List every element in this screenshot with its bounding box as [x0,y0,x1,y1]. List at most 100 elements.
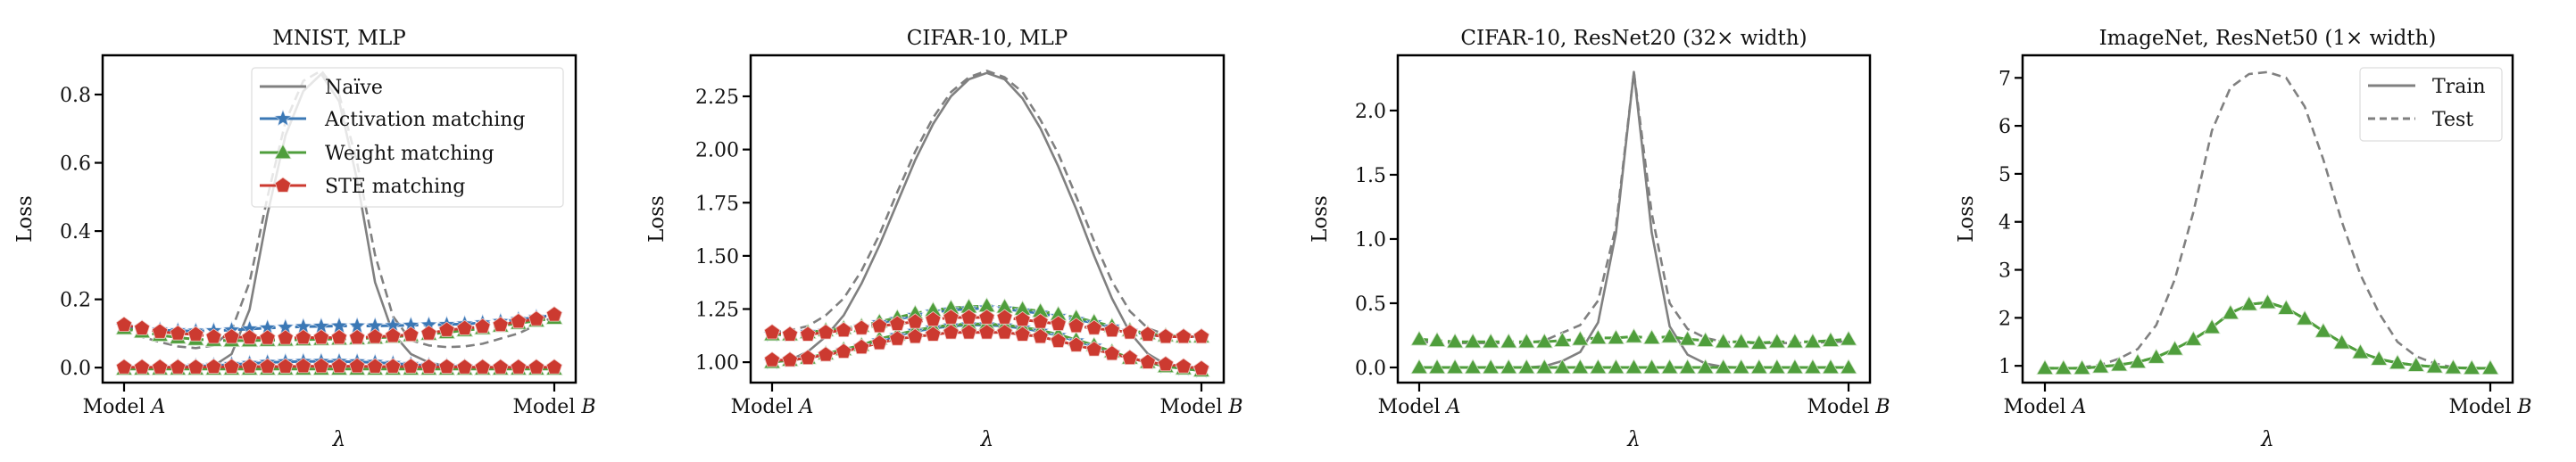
data-point-marker [1175,328,1192,344]
data-point-marker [1822,359,1840,375]
series-line-naive-test [2082,70,2490,370]
data-point-marker [889,315,906,331]
data-point-marker [349,358,366,374]
data-point-marker [170,325,187,341]
legend-label: Weight matching [325,143,494,165]
data-point-marker [420,358,437,375]
data-point-marker [1014,326,1031,342]
data-point-marker [1733,333,1750,349]
data-point-marker [1068,336,1084,352]
x-axis-label: λ [332,428,346,451]
series-markers-ste-train [763,324,1210,375]
data-point-marker [2222,304,2239,320]
data-point-marker [492,359,509,375]
y-tick-label: 1.0 [1355,229,1386,252]
data-point-marker [385,327,402,343]
data-point-marker [1103,321,1120,338]
data-point-marker [1517,359,1535,375]
data-point-marker [960,324,977,340]
chart-title: ImageNet, ResNet50 (1× width) [2099,27,2437,50]
legend-label: Test [2432,109,2473,131]
data-point-marker [2148,348,2165,364]
data-point-marker [2370,350,2388,366]
data-point-marker [187,326,204,342]
legend-item: Train [2368,76,2486,98]
data-point-marker [1482,359,1500,375]
data-point-marker [2351,343,2370,359]
x-tick-label-letter: A [1445,396,1461,418]
data-point-marker [1804,359,1822,375]
data-point-marker [1175,358,1192,374]
data-point-marker [1103,345,1120,361]
data-point-marker [456,359,473,375]
data-point-marker [1068,318,1084,334]
data-point-marker [1696,331,1715,347]
series-line-naive-train [1419,70,1849,369]
series-markers-ste-train [115,358,563,375]
y-axis-label: Loss [1309,195,1332,243]
x-tick-label-letter: A [2071,396,2087,418]
data-point-marker [2073,359,2091,375]
data-point-marker [1192,359,1210,375]
y-tick-label: 1 [1998,356,2011,378]
data-point-marker [1804,333,1822,349]
data-point-marker [1607,359,1625,375]
data-point-marker [1121,349,1138,366]
data-point-marker [259,329,276,345]
x-tick-label-prefix: Model [731,396,800,418]
data-point-marker [2055,359,2073,375]
legend-box [251,67,564,208]
data-point-marker [2277,299,2295,315]
data-point-marker [1768,359,1786,375]
data-point-marker [1589,329,1608,345]
series-markers-weight-train [1410,359,1857,375]
data-point-marker [510,359,527,375]
data-point-marker [545,359,563,375]
legend-label: Naïve [325,77,383,99]
plot-area [115,69,563,375]
data-point-marker [2129,353,2147,369]
data-point-marker [170,359,187,375]
axes-frame [749,54,1226,384]
data-point-marker [960,309,977,325]
x-axis-label: λ [2260,428,2274,451]
data-point-marker [2332,334,2351,350]
y-tick-label: 2 [1998,308,2011,330]
data-point-marker [1750,334,1768,350]
data-point-marker [907,313,924,329]
y-tick-label: 0.2 [60,290,91,312]
data-point-marker [800,349,817,366]
data-point-marker [2203,318,2221,334]
x-tick-label-prefix: Model [512,396,581,418]
data-point-marker [889,330,906,346]
y-tick-label: 0.0 [60,358,91,380]
x-axis-label: λ [980,428,994,451]
data-point-marker [978,309,995,325]
data-point-marker [1535,333,1553,349]
y-tick-label: 6 [1998,116,2011,138]
data-point-marker [925,326,942,342]
data-point-marker [2296,309,2314,326]
data-point-marker [853,338,870,355]
data-point-marker [474,359,491,375]
data-point-marker [1553,331,1572,347]
data-point-marker [1050,315,1067,331]
data-point-marker [456,319,473,335]
data-point-marker [2110,356,2128,372]
data-point-marker [763,351,781,367]
y-tick-label: 0.6 [60,153,91,176]
data-point-marker [330,329,348,345]
y-tick-label: 4 [1998,212,2011,235]
data-point-marker [1750,359,1768,375]
data-point-marker [510,313,527,329]
plot-area [2036,70,2499,375]
plot-area [763,70,1210,378]
data-point-marker [1464,359,1482,375]
data-point-marker [782,326,799,342]
data-point-marker [1032,313,1049,329]
data-point-marker [2481,359,2499,375]
data-point-marker [1660,327,1679,343]
x-tick-label: Model A [731,396,814,418]
